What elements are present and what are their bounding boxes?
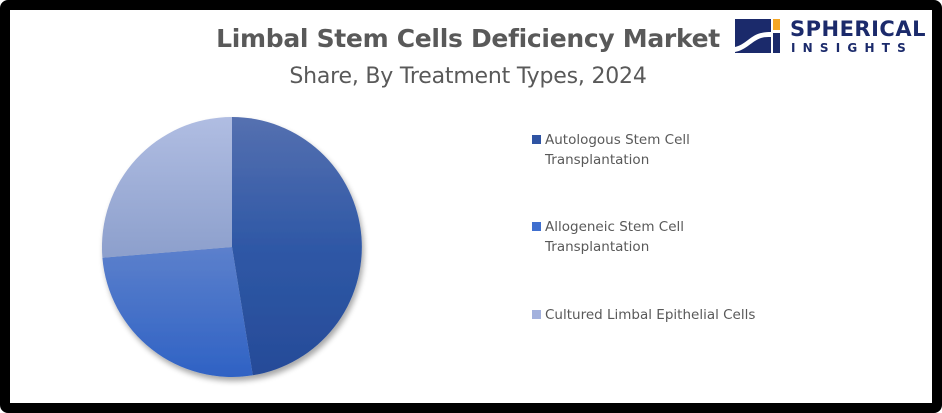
legend-swatch-icon <box>532 222 541 231</box>
legend-swatch-icon <box>532 135 541 144</box>
legend-swatch-icon <box>532 310 541 319</box>
legend-item-autologous[interactable]: Autologous Stem Cell Transplantation <box>532 130 745 170</box>
logo-wordmark: SPHERICAL <box>790 17 926 41</box>
spherical-insights-logo: SPHERICAL INSIGHTS <box>735 17 925 57</box>
legend-item-cultured-limbal[interactable]: Cultured Limbal Epithelial Cells <box>532 305 805 325</box>
logo-tagline: INSIGHTS <box>791 41 913 55</box>
chart-title: Limbal Stem Cells Deficiency Market <box>216 24 720 53</box>
legend-label: Allogeneic Stem Cell Transplantation <box>545 219 685 255</box>
pie-slice-cultured-limbal[interactable] <box>101 117 232 258</box>
pie-chart <box>101 117 362 377</box>
legend-label: Autologous Stem Cell Transplantation <box>545 132 690 168</box>
legend-label: Cultured Limbal Epithelial Cells <box>545 307 756 323</box>
chart-subtitle: Share, By Treatment Types, 2024 <box>289 64 647 89</box>
pie-slice-autologous[interactable] <box>232 117 362 376</box>
pie-slice-allogeneic[interactable] <box>102 247 253 377</box>
legend-item-allogeneic[interactable]: Allogeneic Stem Cell Transplantation <box>532 217 745 257</box>
logo-mark-icon <box>735 19 780 53</box>
